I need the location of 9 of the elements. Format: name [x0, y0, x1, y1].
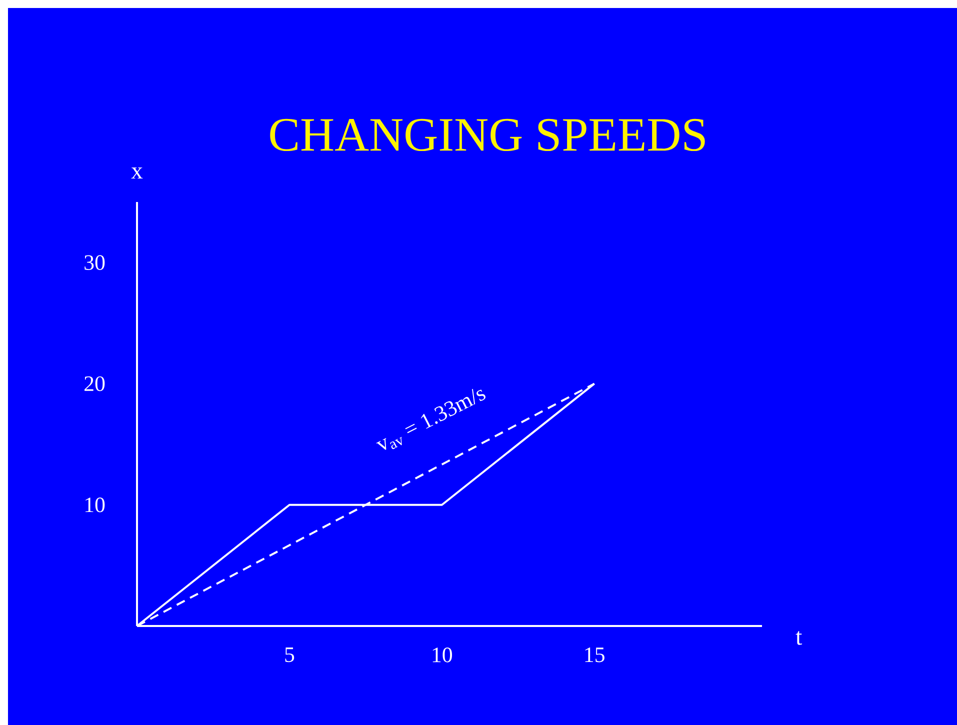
x-tick-label: 5	[285, 648, 294, 662]
x-tick-label: 10	[432, 648, 452, 662]
y-tick-label: 10	[85, 497, 105, 512]
x-axis-title: t	[796, 631, 802, 645]
x-tick-label: 15	[585, 648, 604, 662]
y-tick-label: 20	[84, 376, 105, 392]
y-tick-label: 30	[84, 255, 105, 270]
y-axis-title: x	[131, 168, 143, 178]
chart-title: CHANGING SPEEDS	[270, 118, 705, 152]
